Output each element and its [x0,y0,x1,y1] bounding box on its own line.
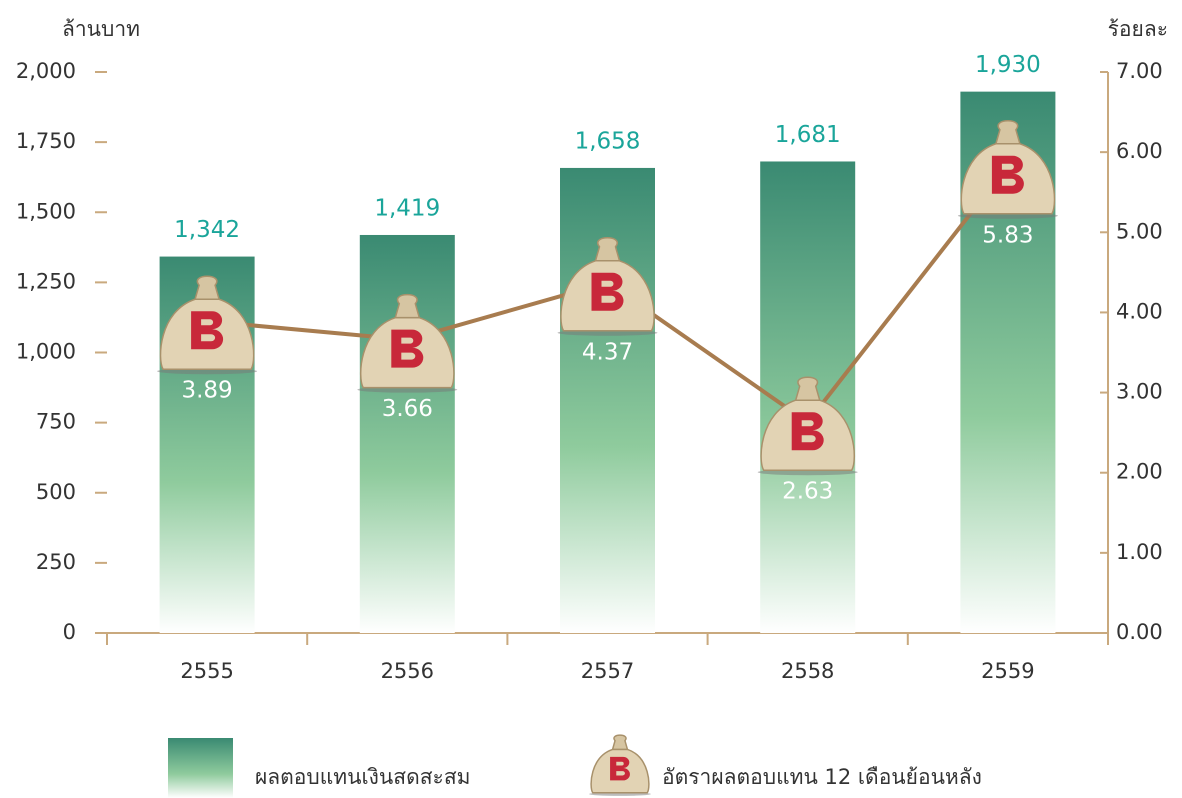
y-tick-label: 750 [36,410,76,434]
bar-value-label: 1,419 [374,195,440,221]
y2-axis-label: ร้อยละ [1108,17,1168,41]
x-tick-label: 2556 [381,659,434,683]
y-tick-label: 1,500 [16,199,76,223]
bag-marker [357,294,458,393]
bag-letter [791,412,824,451]
line-value-label: 4.37 [582,339,633,365]
y-tick-label: 1,250 [16,269,76,293]
line-value-label: 5.83 [982,222,1033,248]
y-tick-label: 1,750 [16,129,76,153]
x-tick-label: 2557 [581,659,634,683]
bag-neck [394,294,421,319]
bag-neck [994,120,1021,145]
x-tick-label: 2559 [981,659,1034,683]
bag-neck [194,275,221,300]
bag-letter [991,155,1024,194]
bar-value-label: 1,681 [775,122,841,148]
bag-marker [957,120,1058,219]
legend-swatch [589,734,651,796]
line-value-label: 2.63 [782,479,833,505]
y-tick-label: 500 [36,480,76,504]
bar-value-label: 1,930 [975,52,1041,78]
bag-neck [611,734,629,751]
line-value-label: 3.66 [382,396,433,422]
y2-tick-label: 4.00 [1116,299,1163,323]
bag-letter [591,272,624,311]
y-tick-label: 2,000 [16,59,76,83]
bag-neck [794,376,821,401]
legend-label: ผลตอบแทนเงินสดสะสม [255,765,471,789]
legend-label: อัตราผลตอบแทน 12 เดือนย้อนหลัง [662,765,982,789]
bar-value-label: 1,342 [174,217,240,243]
y-tick-label: 0 [63,620,76,644]
x-tick-label: 2558 [781,659,834,683]
y2-tick-label: 0.00 [1116,620,1163,644]
line-value-label: 3.89 [181,378,232,404]
y2-tick-label: 2.00 [1116,460,1163,484]
legend-swatch [168,738,233,798]
bag-neck [594,237,621,262]
y2-tick-label: 7.00 [1116,59,1163,83]
bag-letter [610,756,630,781]
y-axis-label: ล้านบาท [62,17,140,41]
bag-marker [157,275,258,375]
y2-tick-label: 3.00 [1116,380,1163,404]
y2-tick-label: 1.00 [1116,540,1163,564]
bag-marker [757,376,858,476]
bag-letter [191,311,224,350]
y-tick-label: 1,000 [16,340,76,364]
y2-tick-label: 5.00 [1116,219,1163,243]
y-tick-label: 250 [36,550,76,574]
y2-tick-label: 6.00 [1116,139,1163,163]
bar-value-label: 1,658 [575,128,641,154]
x-tick-label: 2555 [180,659,233,683]
bag-letter [391,329,424,368]
bag-marker [557,237,658,336]
